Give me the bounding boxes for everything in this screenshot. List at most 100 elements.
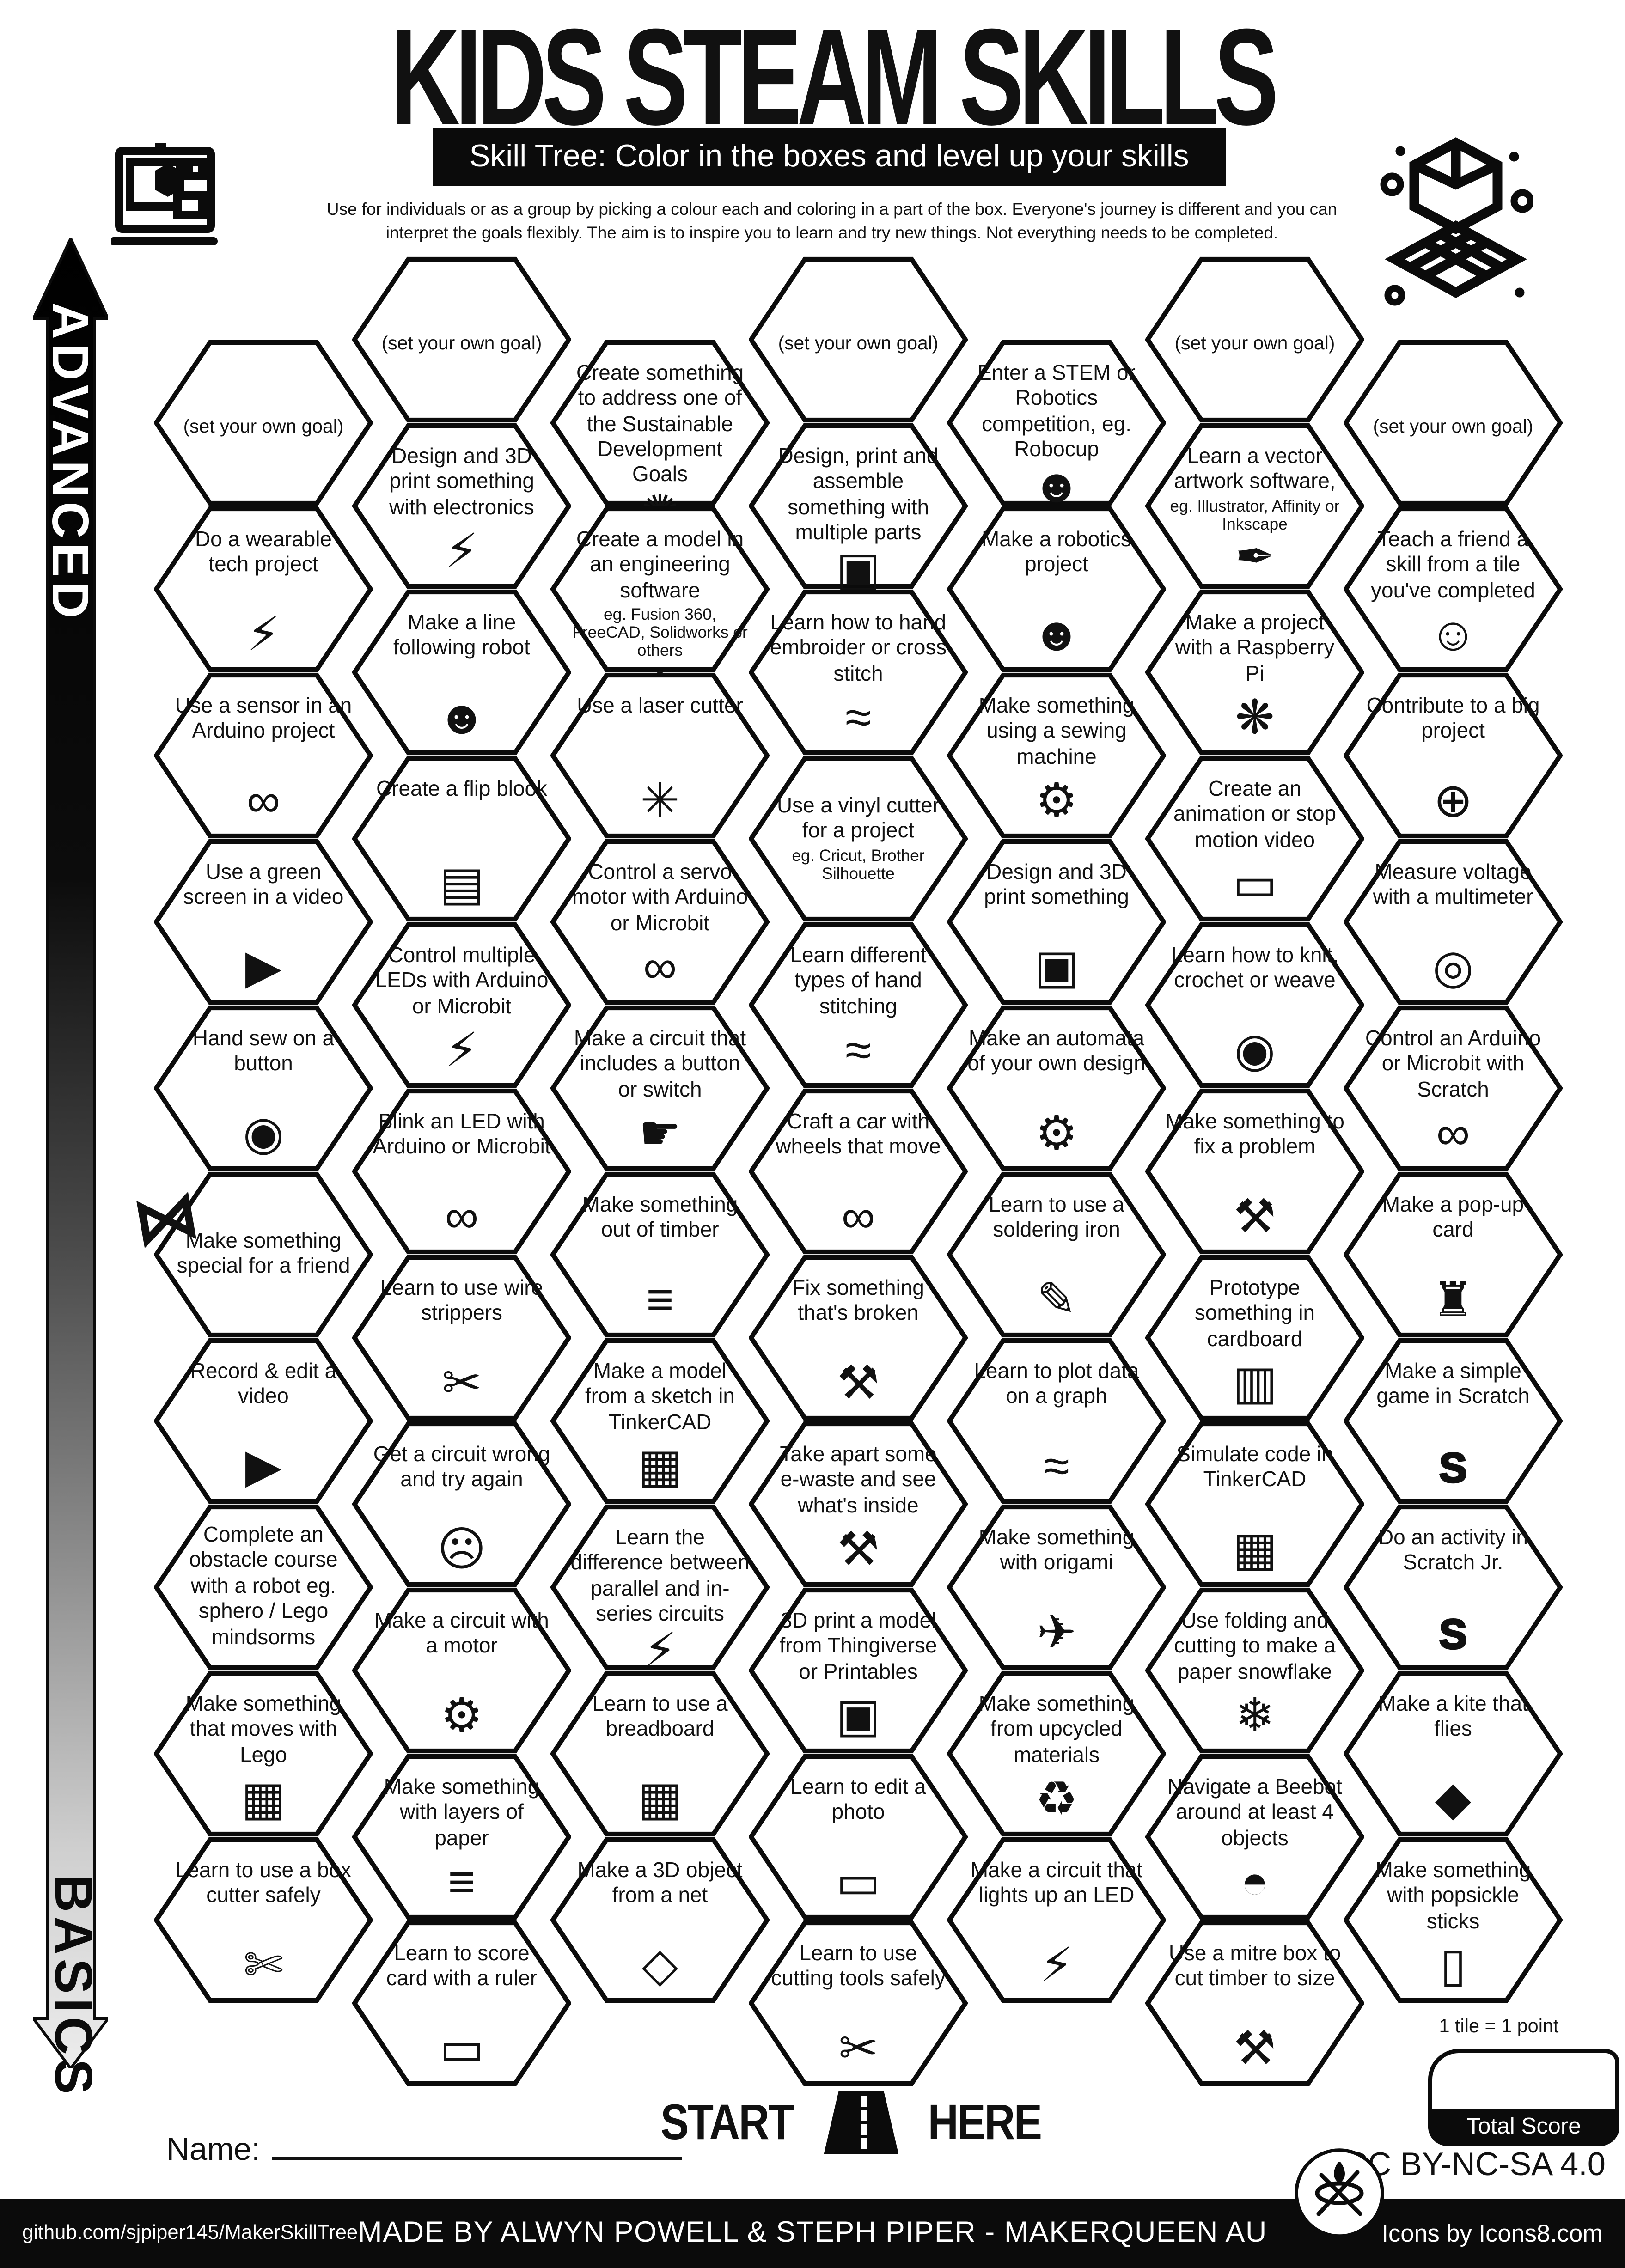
skill-tile: Control a servo motor with Arduino or Mi… (550, 837, 770, 1006)
globe-icon: ⊕ (1433, 775, 1473, 828)
makerqueen-logo (1295, 2148, 1384, 2238)
tile-label: Make a simple game in Scratch (1376, 1360, 1530, 1409)
tile-label: Make a robotics project (982, 528, 1131, 578)
breadboard-icon: ▦ (637, 1773, 683, 1826)
skill-tile: Learn to use a breadboard ▦ (550, 1669, 770, 1838)
page-title: KIDS STEAM SKILLS (390, 0, 1279, 154)
footer-icons8-link[interactable]: Icons by Icons8.com (1381, 2219, 1603, 2247)
skill-tile: Complete an obstacle course with a robot… (154, 1503, 373, 1672)
tools-icon: ⚒ (1234, 1191, 1276, 1244)
tile-label: (set your own goal) (183, 416, 344, 438)
skill-tile: Make something with layers of paper ≡ (352, 1752, 571, 1921)
tile-label: Learn different types of hand stitching (790, 944, 927, 1019)
tile-label: Get a circuit wrong and try again (373, 1443, 550, 1493)
car-icon: ∞ (841, 1191, 875, 1244)
beebot-icon: ◓ (1240, 1856, 1269, 1909)
skill-tile: Prototype something in cardboard ▥ (1145, 1253, 1364, 1422)
skill-tile: Make a kite that flies ◆ (1344, 1669, 1563, 1838)
laser-icon: ✳ (640, 775, 680, 828)
sewing-machine-icon: ⚙ (1035, 775, 1078, 828)
tile-label: Craft a car with wheels that move (776, 1110, 941, 1160)
skill-tile: Blink an LED with Arduino or Microbit ∞ (352, 1087, 571, 1256)
tile-label: Make a circuit that lights up an LED (970, 1859, 1143, 1908)
box-cutter-icon: ✄ (244, 1939, 283, 1992)
skill-tile: Learn different types of hand stitching ≈ (749, 921, 968, 1090)
tile-label: Make something with origami (978, 1526, 1135, 1576)
skill-tile: Create something to address one of the S… (550, 338, 770, 536)
paper-layers-icon: ≡ (448, 1856, 476, 1909)
button-icon: ◉ (243, 1108, 284, 1160)
tinkercad-icon: ▦ (637, 1440, 683, 1493)
skill-tile: Learn to use cutting tools safely ✂ (749, 1919, 968, 2088)
skill-tile: Use a sensor in an Arduino project ∞ (154, 671, 373, 840)
tile-label: Design and 3D print something (984, 861, 1129, 910)
tile-label: Control an Arduino or Microbit with Scra… (1365, 1027, 1541, 1102)
tile-label: Create an animation or stop motion video (1173, 778, 1337, 853)
skill-tile: Take apart some e-waste and see what's i… (749, 1420, 968, 1589)
arduino-led-icon: ∞ (445, 1191, 479, 1244)
tile-label: Control a servo motor with Arduino or Mi… (572, 861, 748, 936)
name-input-line[interactable] (271, 2132, 682, 2160)
skill-tile: Use folding and cutting to make a paper … (1145, 1586, 1364, 1755)
popup-card-icon: ♜ (1432, 1274, 1474, 1327)
wearable-led-icon: ⚡ (247, 609, 280, 661)
timber-icon: ≡ (646, 1274, 674, 1327)
tile-label: Make a model from a sketch in TinkerCAD (585, 1360, 735, 1435)
tile-label: (set your own goal) (778, 333, 939, 354)
skill-tile: Do an activity in Scratch Jr. S (1344, 1503, 1563, 1672)
tile-label: Learn a vector artwork software, (1174, 445, 1336, 494)
tile-label: Use a sensor in an Arduino project (175, 695, 352, 744)
tile-label: Make something to fix a problem (1165, 1110, 1344, 1160)
three-leds-icon: ⚡ (445, 525, 478, 578)
tile-label: Learn to use a box cutter safely (175, 1859, 352, 1908)
goal-tile: (set your own goal) (1344, 338, 1563, 507)
skill-tile: Make a simple game in Scratch S (1344, 1336, 1563, 1506)
gift-bow-icon: ⋈ (127, 1177, 206, 1262)
snowflake-icon: ❄ (1235, 1690, 1275, 1743)
tile-label: Use a mitre box to cut timber to size (1168, 1942, 1341, 1992)
tile-label: (set your own goal) (1174, 333, 1335, 354)
skill-tile: Make a 3D object from a net ◇ (550, 1835, 770, 2005)
tile-label: Make something special for a friend (177, 1229, 350, 1278)
start-here: START HERE (0, 2091, 1625, 2154)
description-line-2: interpret the goals flexibly. The aim is… (385, 224, 1278, 244)
skill-tile: Use a laser cutter ✳ (550, 671, 770, 840)
total-score-box[interactable]: Total Score (1428, 2049, 1619, 2146)
goal-tile: (set your own goal) (154, 338, 373, 507)
subtitle-text: Skill Tree: Color in the boxes and level… (469, 139, 1189, 173)
embroidery-icon: ≈ (845, 692, 871, 744)
tile-label: Make a 3D object from a net (577, 1859, 743, 1908)
skill-tile: Make an automata of your own design ⚙ (947, 1004, 1166, 1173)
skill-tile: Make a circuit that lights up an LED ⚡ (947, 1835, 1166, 2005)
origami-crane-icon: ✈ (1037, 1607, 1076, 1659)
skill-tile: 3D print a model from Thingiverse or Pri… (749, 1586, 968, 1755)
tools-icon: ⚒ (837, 1524, 880, 1576)
footer-github-link[interactable]: github.com/sjpiper145/MakerSkillTree (22, 2222, 358, 2244)
facepalm-icon: ☹ (437, 1524, 487, 1576)
skill-tile: Learn how to knit, crochet or weave ◉ (1145, 921, 1364, 1090)
three-cubes-icon: ▣ (836, 544, 881, 597)
video-play-icon: ▶ (245, 1440, 282, 1493)
photo-icon: ▭ (836, 1856, 881, 1909)
skill-tile: Make something with origami ✈ (947, 1503, 1166, 1672)
tinkercad-icon: ▦ (1232, 1524, 1277, 1576)
skill-tile: Record & edit a video ▶ (154, 1336, 373, 1506)
skill-tile: Learn the difference between parallel an… (550, 1503, 770, 1675)
skill-tile: Create a model in an engineering softwar… (550, 505, 770, 708)
tile-label: Learn the difference between parallel an… (570, 1526, 750, 1627)
embroidery-icon: ≈ (845, 1024, 871, 1077)
graph-icon: ≈ (1043, 1440, 1069, 1493)
skill-tile: Measure voltage with a multimeter ◎ (1344, 837, 1563, 1006)
skill-tile: Do a wearable tech project ⚡ (154, 505, 373, 674)
flip-book-icon: ▤ (439, 858, 484, 911)
multimeter-icon: ◎ (1432, 941, 1474, 994)
printer-3d-icon: ▣ (1034, 941, 1079, 994)
gears-icon: ⚙ (1035, 1108, 1078, 1160)
printer-3d-icon: ▣ (836, 1690, 881, 1743)
wire-strippers-icon: ✂ (442, 1357, 482, 1410)
skill-tile: Learn to edit a photo ▭ (749, 1752, 968, 1921)
skill-tile: Design and 3D print something ▣ (947, 837, 1166, 1006)
tile-label: Navigate a Beebot around at least 4 obje… (1167, 1776, 1342, 1851)
tile-label: Learn to plot data on a graph (974, 1360, 1139, 1409)
tile-label: Enter a STEM or Robotics competition, eg… (977, 362, 1136, 462)
